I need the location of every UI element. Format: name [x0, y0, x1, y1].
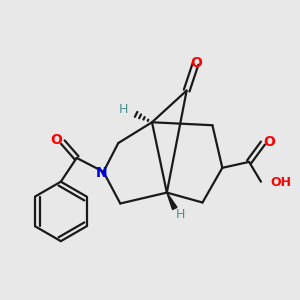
Text: H: H [176, 208, 185, 221]
Text: N: N [96, 166, 107, 180]
Text: H: H [118, 103, 128, 116]
Text: OH: OH [271, 176, 292, 189]
Text: O: O [190, 56, 202, 70]
Polygon shape [167, 193, 177, 210]
Text: O: O [263, 135, 275, 149]
Text: O: O [50, 133, 62, 147]
